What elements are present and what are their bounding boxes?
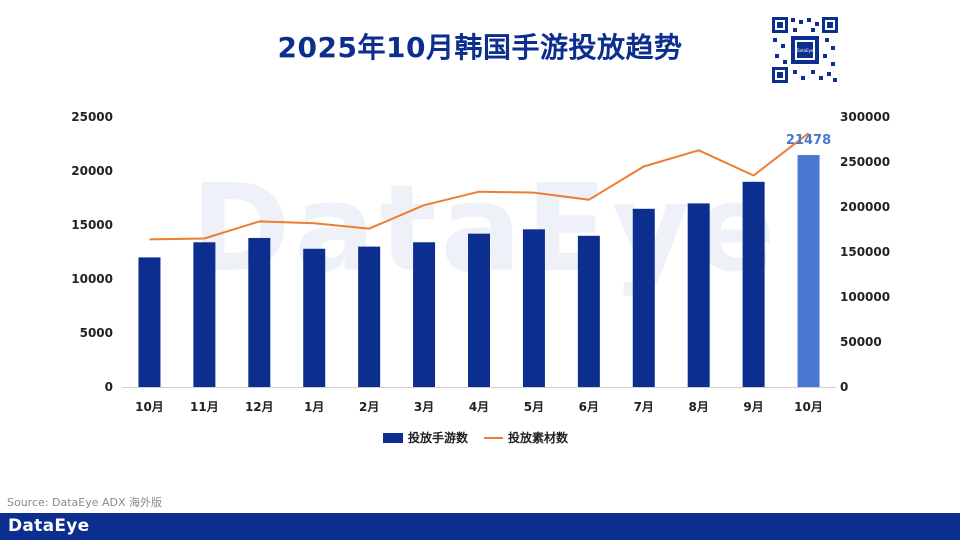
data-label: 21478	[786, 133, 831, 148]
bar	[193, 242, 216, 387]
series-line	[149, 132, 810, 241]
legend-label-line: 投放素材数	[508, 430, 569, 445]
page-title: 2025年10月韩国手游投放趋势	[277, 31, 683, 64]
y-right-tick-label: 300000	[840, 110, 890, 124]
bar	[303, 248, 326, 387]
bar	[632, 208, 655, 387]
x-tick-label: 10月	[794, 400, 823, 414]
x-tick-label: 7月	[634, 400, 654, 414]
x-tick-label: 1月	[304, 400, 324, 414]
bar	[138, 257, 161, 387]
y-right-tick-label: 0	[840, 380, 848, 394]
bar	[248, 237, 271, 387]
bar	[742, 181, 765, 387]
x-tick-label: 2月	[359, 400, 379, 414]
bar	[797, 155, 820, 387]
x-tick-label: 11月	[190, 400, 219, 414]
y-left-tick-label: 25000	[71, 110, 113, 124]
chart: 0500010000150002000025000050000100000150…	[71, 110, 890, 445]
y-right-tick-label: 250000	[840, 155, 890, 169]
legend-label-bars: 投放手游数	[408, 430, 469, 445]
x-tick-label: 4月	[469, 400, 489, 414]
y-left-tick-label: 15000	[71, 218, 113, 232]
bar	[522, 229, 545, 387]
footer-bar: DataEye	[0, 513, 960, 540]
y-left-tick-label: 5000	[80, 326, 113, 340]
y-right-tick-label: 100000	[840, 290, 890, 304]
bar	[358, 246, 381, 387]
y-right-tick-label: 150000	[840, 245, 890, 259]
bar	[687, 203, 710, 387]
x-tick-label: 10月	[135, 400, 164, 414]
x-tick-label: 12月	[245, 400, 274, 414]
y-right-tick-label: 50000	[840, 335, 882, 349]
x-tick-label: 8月	[689, 400, 709, 414]
bar	[577, 235, 600, 387]
x-tick-label: 6月	[579, 400, 599, 414]
brand-logo: DataEye	[8, 516, 90, 536]
y-left-tick-label: 20000	[71, 164, 113, 178]
bar	[413, 242, 436, 387]
qr-label: DataEye	[797, 48, 814, 53]
source-note: Source: DataEye ADX 海外版	[7, 496, 162, 509]
bar	[468, 233, 490, 387]
legend-swatch-bars	[383, 433, 403, 443]
y-right-tick-label: 200000	[840, 200, 890, 214]
y-left-tick-label: 10000	[71, 272, 113, 286]
y-left-tick-label: 0	[105, 380, 113, 394]
qr-code-icon: DataEye	[771, 16, 839, 84]
x-tick-label: 5月	[524, 400, 544, 414]
x-tick-label: 3月	[414, 400, 434, 414]
x-tick-label: 9月	[743, 400, 763, 414]
